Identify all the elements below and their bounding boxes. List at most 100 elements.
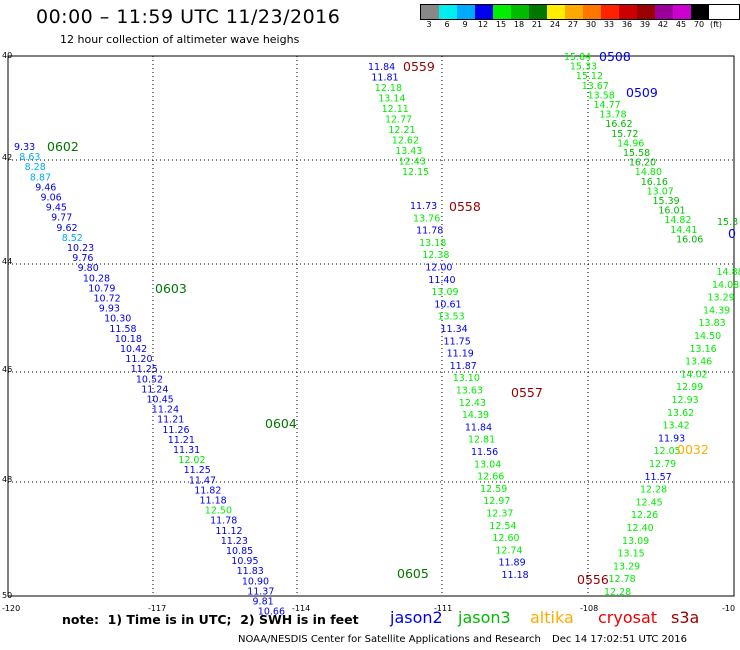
swh-value: 14.96 bbox=[617, 138, 644, 149]
color-scale-label: 36 bbox=[621, 20, 633, 29]
swh-value: 13.43 bbox=[395, 146, 422, 157]
color-scale-label: 18 bbox=[513, 20, 525, 29]
longitude-label: -117 bbox=[148, 604, 166, 613]
color-scale-label: 39 bbox=[639, 20, 651, 29]
color-swatch bbox=[475, 5, 493, 19]
swh-value: 14.41 bbox=[670, 225, 697, 236]
pass-time-label: 0556 bbox=[577, 572, 609, 587]
swh-value: 10.79 bbox=[88, 283, 115, 294]
swh-value: 12.37 bbox=[486, 509, 513, 520]
color-scale-legend: 3 6 9 12 15 18 21 24 27 30 33 36 39 42 45 70 (ft) bbox=[420, 4, 740, 32]
color-scale-label: 33 bbox=[603, 20, 615, 29]
swh-value: 12.81 bbox=[468, 435, 495, 446]
credit-line: NOAA/NESDIS Center for Satellite Applica… bbox=[238, 634, 541, 645]
swh-value: 13.46 bbox=[685, 357, 712, 368]
swh-value: 11.12 bbox=[215, 526, 242, 537]
swh-value: 10.72 bbox=[94, 294, 121, 305]
swh-value: 13.16 bbox=[690, 344, 717, 355]
swh-value: 11.89 bbox=[498, 558, 525, 569]
swh-value: 11.93 bbox=[658, 433, 685, 444]
generation-date: Dec 14 17:02:51 UTC 2016 bbox=[552, 634, 687, 645]
swh-value: 13.29 bbox=[613, 561, 640, 572]
swh-value: 12.74 bbox=[495, 545, 522, 556]
swh-value: 14.39 bbox=[462, 410, 489, 421]
swh-value: 9.06 bbox=[41, 193, 62, 204]
swh-value: 11.23 bbox=[221, 536, 248, 547]
color-swatch bbox=[511, 5, 529, 19]
swh-value: 12.02 bbox=[178, 455, 205, 466]
swh-value: 12.21 bbox=[388, 125, 415, 136]
swh-value: 13.53 bbox=[437, 312, 464, 323]
swh-value: 13.29 bbox=[708, 293, 735, 304]
color-scale-label: 45 bbox=[675, 20, 687, 29]
swh-value: 8.63 bbox=[19, 152, 40, 163]
swh-value: 11.25 bbox=[184, 465, 211, 476]
color-scale-label: 6 bbox=[444, 20, 450, 29]
longitude-label: -10 bbox=[722, 604, 735, 613]
swh-value: 12.99 bbox=[676, 382, 703, 393]
color-scale-unit: (ft) bbox=[710, 20, 723, 29]
swh-value: 12.26 bbox=[631, 510, 658, 521]
mission-legend-jason2: jason2 bbox=[390, 608, 443, 627]
swh-value: 11.21 bbox=[157, 415, 184, 426]
swh-value: 15.72 bbox=[611, 129, 638, 140]
swh-value: 9.93 bbox=[99, 304, 120, 315]
latitude-label: 46 bbox=[2, 365, 12, 374]
color-swatch bbox=[547, 5, 565, 19]
swh-value: 12.97 bbox=[483, 496, 510, 507]
swh-value: 16.20 bbox=[629, 158, 656, 169]
swh-value: 11.83 bbox=[237, 566, 264, 577]
color-swatch bbox=[565, 5, 583, 19]
color-scale-label: 21 bbox=[531, 20, 543, 29]
longitude-label: -108 bbox=[580, 604, 598, 613]
swh-value: 9.76 bbox=[72, 253, 93, 264]
swh-value: 12.66 bbox=[477, 472, 504, 483]
swh-value: 13.76 bbox=[413, 213, 440, 224]
swh-value: 15.33 bbox=[570, 62, 597, 73]
swh-value: 15.39 bbox=[653, 196, 680, 207]
latitude-label: 50 bbox=[2, 591, 12, 600]
pass-time-label: 0559 bbox=[403, 59, 435, 74]
swh-value: 10.85 bbox=[226, 546, 253, 557]
swh-value: 13.67 bbox=[582, 81, 609, 92]
swh-value: 12.60 bbox=[492, 533, 519, 544]
color-scale-swatches bbox=[420, 4, 740, 20]
swh-value: 10.66 bbox=[258, 607, 285, 618]
chart-title: 00:00 – 11:59 UTC 11/23/2016 bbox=[36, 6, 341, 28]
swh-value: 13.58 bbox=[588, 90, 615, 101]
chart-subtitle: 12 hour collection of altimeter wave hei… bbox=[60, 33, 300, 46]
swh-value: 14.77 bbox=[594, 100, 621, 111]
color-swatch bbox=[601, 5, 619, 19]
pass-time-label: 0558 bbox=[449, 199, 481, 214]
color-swatch bbox=[691, 5, 709, 19]
swh-value: 16.01 bbox=[658, 206, 685, 217]
swh-value: 9.33 bbox=[14, 142, 35, 153]
swh-value: 9.77 bbox=[51, 213, 72, 224]
color-scale-label: 9 bbox=[462, 20, 468, 29]
swh-value: 11.31 bbox=[173, 445, 200, 456]
swh-value: 11.84 bbox=[465, 422, 492, 433]
swh-value: 11.81 bbox=[371, 73, 398, 84]
color-swatch bbox=[457, 5, 475, 19]
color-scale-label: 15 bbox=[495, 20, 507, 29]
swh-value: 10.30 bbox=[104, 314, 131, 325]
swh-value: 10.42 bbox=[120, 344, 147, 355]
pass-time-label: 0604 bbox=[265, 416, 297, 431]
longitude-label: -114 bbox=[292, 604, 310, 613]
color-swatch bbox=[493, 5, 511, 19]
longitude-label: -111 bbox=[434, 604, 452, 613]
pass-time-label: 0509 bbox=[626, 85, 658, 100]
swh-value: 11.37 bbox=[247, 586, 274, 597]
color-swatch bbox=[583, 5, 601, 19]
swh-value: 11.47 bbox=[189, 475, 216, 486]
swh-value: 12.43 bbox=[459, 398, 486, 409]
swh-value: 12.18 bbox=[375, 83, 402, 94]
swh-value: 11.57 bbox=[645, 472, 672, 483]
swh-value: 12.28 bbox=[640, 485, 667, 496]
mission-legend-altika: altika bbox=[530, 608, 574, 627]
swh-value: 12.78 bbox=[609, 574, 636, 585]
mission-legend-s3a: s3a bbox=[671, 608, 700, 627]
swh-value: 11.58 bbox=[109, 324, 136, 335]
swh-value: 11.21 bbox=[168, 435, 195, 446]
swh-value: 15.58 bbox=[623, 148, 650, 159]
